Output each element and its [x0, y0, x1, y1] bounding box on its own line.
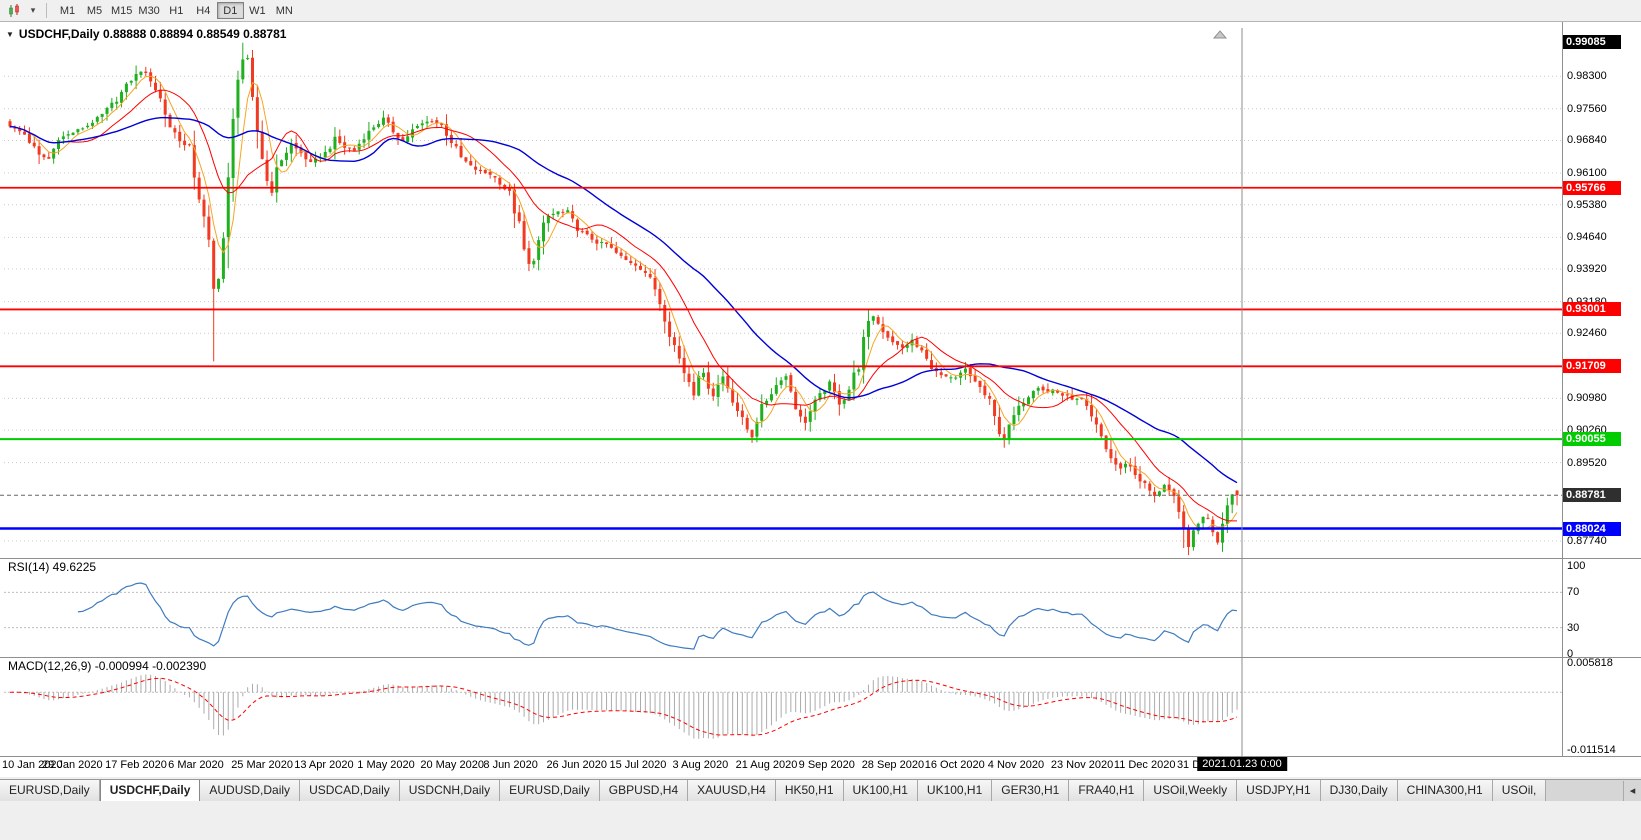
- chart-tab-list: EURUSD,Daily USDCHF,Daily AUDUSD,Daily USDC…: [0, 780, 1547, 801]
- price-axis-label: 0.90980: [1567, 392, 1607, 405]
- candlestick-chart-icon[interactable]: [4, 2, 26, 20]
- price-axis-label: 0.97560: [1567, 102, 1607, 115]
- date-axis-label: 4 Nov 2020: [987, 759, 1045, 771]
- macd-axis-label: 0.005818: [1567, 657, 1613, 669]
- chart-tab-ger30-h1[interactable]: GER30,H1: [992, 780, 1070, 801]
- chart-ohlc-header: ▼ USDCHF,Daily 0.88888 0.88894 0.88549 0…: [6, 27, 286, 41]
- price-line-tag: 0.88024: [1563, 521, 1621, 536]
- timeframe-button-group: M1 M5 M15 M30 H1 H4 D1 W1 MN: [54, 2, 298, 19]
- date-axis-label: 28 Sep 2020: [861, 759, 925, 771]
- tf-button-h4[interactable]: H4: [196, 5, 211, 17]
- chart-tab-hk50-h1[interactable]: HK50,H1: [775, 780, 844, 801]
- date-axis-label: 10 Jan 2020: [2, 759, 63, 771]
- date-axis-label: 16 Oct 2020: [924, 759, 985, 771]
- chart-tab-usoil[interactable]: USOil,: [1492, 780, 1547, 801]
- price-axis-label: 0.96840: [1567, 134, 1607, 147]
- chart-tab-usdcnh-daily[interactable]: USDCNH,Daily: [399, 780, 501, 801]
- price-line-tag: 0.91709: [1563, 359, 1621, 374]
- price-line-tag: 0.99085: [1563, 34, 1621, 49]
- tf-button-m1[interactable]: M1: [59, 5, 76, 17]
- date-axis-label: 21 Aug 2020: [735, 759, 798, 771]
- macd-indicator-label: MACD(12,26,9) -0.000994 -0.002390: [8, 659, 207, 673]
- tf-button-d1[interactable]: D1: [216, 2, 244, 19]
- chevron-left-icon[interactable]: ◂: [1623, 781, 1641, 801]
- chart-tab-usdcad-daily[interactable]: USDCAD,Daily: [300, 780, 400, 801]
- date-axis-label: 13 Apr 2020: [294, 759, 354, 771]
- rsi-axis-label: 0: [1567, 648, 1574, 660]
- price-line-tag: 0.88781: [1563, 488, 1621, 503]
- date-axis-label: 9 Sep 2020: [798, 759, 855, 771]
- toolbar-separator: [46, 3, 47, 18]
- tf-button-m15[interactable]: M15: [111, 5, 133, 17]
- date-axis-label: 17 Feb 2020: [105, 759, 167, 771]
- price-line-tag: 0.95766: [1563, 180, 1621, 195]
- tf-button-w1[interactable]: W1: [249, 5, 266, 17]
- chart-tab-dj30-daily[interactable]: DJ30,Daily: [1320, 780, 1398, 801]
- price-line-tag: 0.93001: [1563, 302, 1621, 317]
- chart-tab-china300-h1[interactable]: CHINA300,H1: [1397, 780, 1493, 801]
- chart-tab-uk100-h1[interactable]: UK100,H1: [917, 780, 993, 801]
- chart-tab-eurusd-daily[interactable]: EURUSD,Daily: [0, 780, 100, 801]
- tf-button-m5[interactable]: M5: [86, 5, 103, 17]
- chart-tab-fra40-h1[interactable]: FRA40,H1: [1069, 780, 1145, 801]
- tf-button-mn[interactable]: MN: [275, 5, 293, 17]
- price-axis-label: 0.96100: [1567, 167, 1607, 180]
- tf-button-h1[interactable]: H1: [169, 5, 184, 17]
- price-axis-label: 0.87740: [1567, 535, 1607, 548]
- chart-tab-usdchf-daily[interactable]: USDCHF,Daily: [99, 780, 201, 801]
- chart-tab-uk100-h1[interactable]: UK100,H1: [843, 780, 918, 801]
- date-axis-label: 29 Jan 2020: [42, 759, 103, 771]
- rsi-axis-label: 70: [1567, 586, 1580, 599]
- macd-axis-label: -0.011514: [1567, 744, 1616, 756]
- date-axis-label: 25 Mar 2020: [231, 759, 293, 771]
- chart-tab-gbpusd-h4[interactable]: GBPUSD,H4: [599, 780, 689, 801]
- chart-tab-xauusd-h4[interactable]: XAUUSD,H4: [688, 780, 776, 801]
- triangle-down-icon: ▼: [6, 29, 14, 39]
- date-axis-label: 8 Jun 2020: [483, 759, 538, 771]
- date-axis-label: 6 Mar 2020: [168, 759, 224, 771]
- price-axis-label: 0.94640: [1567, 231, 1607, 244]
- date-axis-label: 26 Jun 2020: [546, 759, 607, 771]
- chart-tab-bar: EURUSD,Daily USDCHF,Daily AUDUSD,Daily USDC…: [0, 779, 1641, 801]
- date-axis-label: 20 May 2020: [420, 759, 484, 771]
- chart-header-text: USDCHF,Daily 0.88888 0.88894 0.88549 0.8…: [18, 27, 287, 41]
- price-axis-label: 0.89520: [1567, 456, 1607, 469]
- crosshair-date-tag: 2021.01.23 0:00: [1197, 757, 1287, 771]
- price-axis-label: 0.92460: [1567, 327, 1607, 340]
- date-axis-label: 1 May 2020: [357, 759, 415, 771]
- price-axis-label: 0.93920: [1567, 263, 1607, 275]
- date-axis-label: 15 Jul 2020: [609, 759, 667, 771]
- tf-button-m30[interactable]: M30: [138, 5, 160, 17]
- chart-tab-usoil-weekly[interactable]: USOil,Weekly: [1144, 780, 1238, 801]
- date-axis-label: 11 Dec 2020: [1113, 759, 1176, 771]
- date-axis-label: 3 Aug 2020: [672, 759, 729, 771]
- chart-tab-usdjpy-h1[interactable]: USDJPY,H1: [1237, 780, 1321, 801]
- rsi-indicator-label: RSI(14) 49.6225: [8, 560, 97, 574]
- date-axis-label: 23 Nov 2020: [1050, 759, 1114, 771]
- rsi-axis-label: 30: [1567, 621, 1580, 634]
- chevron-down-icon[interactable]: ▾: [30, 5, 36, 15]
- price-line-tag: 0.90055: [1563, 432, 1621, 447]
- price-axis-label: 0.98300: [1567, 70, 1607, 83]
- top-toolbar: ▾ M1 M5 M15 M30 H1 H4 D1 W1 MN: [0, 0, 1641, 22]
- chart-tab-eurusd-daily[interactable]: EURUSD,Daily: [500, 780, 600, 801]
- rsi-axis-label: 100: [1567, 560, 1586, 572]
- chart-canvas[interactable]: [0, 0, 1641, 778]
- price-axis-label: 0.95380: [1567, 198, 1607, 211]
- chart-tab-audusd-daily[interactable]: AUDUSD,Daily: [200, 780, 301, 801]
